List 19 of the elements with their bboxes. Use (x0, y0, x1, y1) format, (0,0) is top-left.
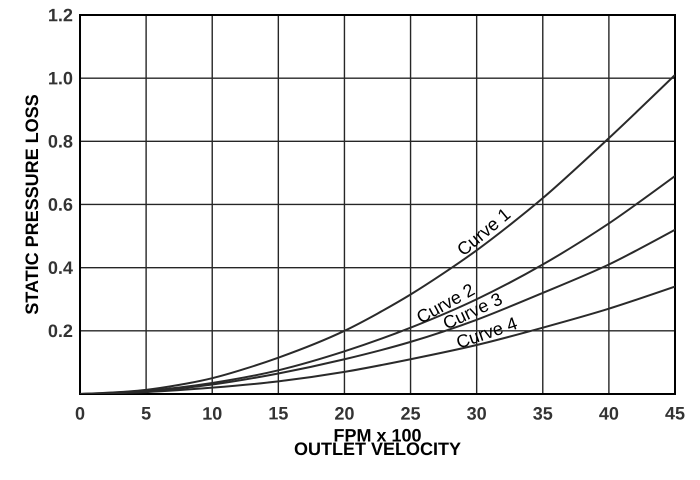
x-tick-label: 20 (335, 407, 354, 420)
x-tick-label: 5 (142, 407, 151, 420)
x-tick-label: 45 (665, 407, 684, 420)
y-tick-label: 0.8 (48, 134, 72, 148)
y-tick-label: 0.4 (48, 261, 73, 274)
x-axis-title: FPM x 100 (334, 428, 421, 442)
x-tick-label: 30 (467, 407, 486, 420)
x-tick-label: 35 (533, 407, 552, 420)
text: OUTLET VELOCITY (294, 442, 461, 456)
y-tick-label: 1.0 (49, 72, 72, 85)
y-axis-title: STATIC PRESSURE LOSS (25, 95, 38, 314)
x-tick-label: 40 (599, 407, 618, 420)
y-tick-label: 1.2 (49, 8, 72, 22)
x-tick-label: 0 (76, 407, 84, 420)
x-tick-label: 15 (269, 407, 288, 420)
x-tick-label: 25 (401, 407, 420, 420)
x-tick-label: 10 (203, 407, 222, 420)
y-tick-label: 0.2 (48, 324, 72, 338)
y-tick-label: 0.6 (48, 198, 72, 211)
